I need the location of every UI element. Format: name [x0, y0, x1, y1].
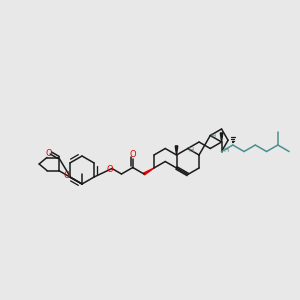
Text: O: O — [106, 165, 113, 174]
Polygon shape — [220, 133, 223, 142]
Text: O: O — [129, 150, 136, 159]
Text: O: O — [63, 171, 70, 180]
Polygon shape — [143, 168, 154, 175]
Text: H: H — [188, 146, 194, 152]
Text: H: H — [223, 146, 228, 152]
Text: O: O — [46, 148, 52, 158]
Polygon shape — [175, 146, 178, 155]
Text: H: H — [211, 134, 216, 140]
